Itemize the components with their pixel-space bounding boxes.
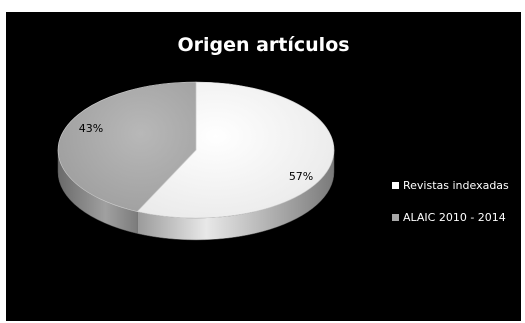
chart-title: Origen artículos [177, 34, 350, 56]
pie-slice-alaic-2010-2014 [57, 81, 197, 212]
legend-item-alaic-2010-2014: ALAIC 2010 - 2014 [392, 207, 509, 227]
data-label-revistas-indexadas: 57% [289, 170, 313, 183]
data-label-alaic-2010-2014: 43% [79, 122, 103, 135]
legend-label: ALAIC 2010 - 2014 [403, 210, 506, 224]
legend: Revistas indexadas ALAIC 2010 - 2014 [392, 175, 509, 239]
pie-plot: 57% 43% [57, 81, 335, 241]
legend-swatch [392, 181, 399, 189]
pie-slice-revistas-indexadas [136, 81, 335, 219]
chart-area: Origen artículos 57% 43% [6, 12, 521, 321]
legend-label: Revistas indexadas [403, 178, 509, 192]
legend-swatch [392, 213, 399, 221]
legend-item-revistas-indexadas: Revistas indexadas [392, 175, 509, 195]
